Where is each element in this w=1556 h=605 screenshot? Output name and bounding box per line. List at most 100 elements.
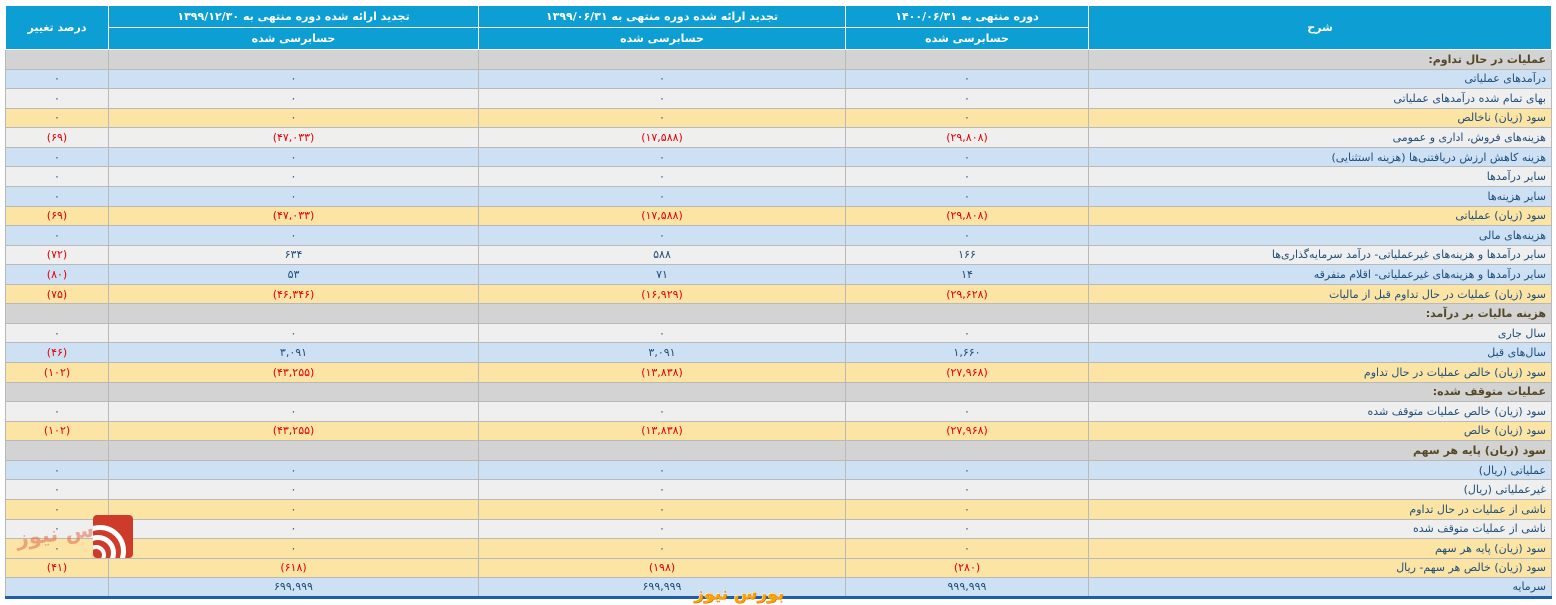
row-label: سایر درآمدها و هزینه‌های غیرعملیاتی- اقل… [1088,264,1552,285]
value-1400-06-31: ۱۴ [845,264,1089,285]
value-1399-06-31: (۱۹۸) [478,557,846,579]
value-1399-12-30 [108,49,479,70]
value-1400-06-31: ۰ [845,107,1089,129]
table-row: بهای تمام شده درآمدهای عملیاتی ۰ ۰ ۰ ۰ [5,88,1552,109]
value-1399-12-30: ۳,۰۹۱ [108,342,479,363]
value-1399-12-30 [108,303,479,324]
value-1399-06-31: ۰ [478,498,846,520]
row-label: سود (زیان) خالص عملیات متوقف شده [1088,401,1552,422]
value-percent-change: (۴۶) [5,342,109,363]
value-1399-06-31: (۱۶,۹۲۹) [478,283,846,305]
row-label: سود (زیان) خالص [1088,420,1552,442]
value-1399-12-30: ۰ [108,225,479,246]
value-percent-change: ۰ [5,107,109,129]
col-header-description: شرح [1088,5,1552,50]
value-1399-06-31: ۰ [478,146,846,168]
value-1399-12-30: ۶۹۹,۹۹۹ [108,577,479,598]
value-1399-06-31: ۰ [478,459,846,481]
value-1400-06-31: (۲۷,۹۶۸) [845,420,1089,442]
value-1399-12-30: ۰ [108,518,479,540]
value-1399-06-31: ۰ [478,107,846,129]
value-1399-12-30: ۰ [108,88,479,109]
value-1399-12-30: (۴۷,۰۳۳) [108,205,479,227]
value-percent-change: (۴۱) [5,557,109,579]
value-1399-06-31: ۰ [478,88,846,109]
col-header-period-1399-06-31: تجدید ارائه شده دوره منتهی به ۱۳۹۹/۰۶/۳۱ [478,5,846,28]
row-label: سال جاری [1088,322,1552,344]
table-row: سود (زیان) خالص عملیات متوقف شده ۰ ۰ ۰ ۰ [5,401,1552,422]
section-row: هزینه مالیات بر درآمد: [5,303,1552,324]
value-1400-06-31: ۰ [845,479,1089,500]
value-1399-12-30: ۰ [108,166,479,187]
value-1400-06-31: (۲۹,۸۰۸) [845,205,1089,227]
value-percent-change: ۰ [5,479,109,500]
row-label: سایر درآمدها و هزینه‌های غیرعملیاتی- درآ… [1088,244,1552,266]
value-1399-12-30: (۴۷,۰۳۳) [108,127,479,148]
value-1399-06-31: ۰ [478,68,846,90]
value-1400-06-31 [845,49,1089,70]
row-label: درآمدهای عملیاتی [1088,68,1552,90]
table-row: سایر درآمدها و هزینه‌های غیرعملیاتی- اقل… [5,264,1552,285]
value-1399-12-30: ۰ [108,498,479,520]
value-1400-06-31: ۰ [845,459,1089,481]
value-percent-change: (۸۰) [5,264,109,285]
table-row: سایر درآمدها و هزینه‌های غیرعملیاتی- درآ… [5,244,1552,266]
value-1399-06-31: ۰ [478,185,846,207]
col-subheader-audited-3: حسابرسی شده [108,27,479,50]
value-1399-06-31: ۰ [478,322,846,344]
value-percent-change: (۶۹) [5,205,109,227]
value-percent-change: ۰ [5,185,109,207]
section-label: عملیات در حال تداوم: [1088,49,1552,70]
value-1399-12-30: (۴۳,۲۵۵) [108,362,479,383]
table-row: سود (زیان) ناخالص ۰ ۰ ۰ ۰ [5,107,1552,129]
row-label: سود (زیان) خالص هر سهم- ریال [1088,557,1552,579]
value-percent-change [5,440,109,461]
table-row: سود (زیان) عملیات در حال تداوم قبل از ما… [5,283,1552,305]
value-1399-12-30: ۶۳۴ [108,244,479,266]
row-label: سود (زیان) خالص عملیات در حال تداوم [1088,362,1552,383]
table-row: سال جاری ۰ ۰ ۰ ۰ [5,322,1552,344]
value-1400-06-31: ۰ [845,185,1089,207]
value-percent-change: ۰ [5,459,109,481]
value-1400-06-31: ۰ [845,498,1089,520]
value-1399-06-31: (۱۷,۵۸۸) [478,205,846,227]
value-1399-12-30: (۴۳,۲۵۵) [108,420,479,442]
value-percent-change [5,577,109,598]
value-1400-06-31: (۲۸۰) [845,557,1089,579]
value-percent-change: (۶۹) [5,127,109,148]
table-row: سال‌های قبل ۱,۶۶۰ ۳,۰۹۱ ۳,۰۹۱ (۴۶) [5,342,1552,363]
row-label: عملیاتی (ریال) [1088,459,1552,481]
value-1400-06-31: (۲۹,۸۰۸) [845,127,1089,148]
row-label: سود (زیان) ناخالص [1088,107,1552,129]
value-1399-06-31: ۰ [478,166,846,187]
row-label: سایر درآمدها [1088,166,1552,187]
value-1399-12-30 [108,440,479,461]
table-row: سود (زیان) خالص عملیات در حال تداوم (۲۷,۹… [5,362,1552,383]
row-label: هزینه‌های فروش، اداری و عمومی [1088,127,1552,148]
value-1400-06-31: ۹۹۹,۹۹۹ [845,577,1089,598]
section-label: هزینه مالیات بر درآمد: [1088,303,1552,324]
value-1399-12-30: ۰ [108,322,479,344]
section-row: عملیات در حال تداوم: [5,49,1552,70]
value-percent-change: ۰ [5,68,109,90]
table-row: هزینه کاهش ارزش دریافتنی‌ها (هزینه استثن… [5,146,1552,168]
row-label: هزینه‌های مالی [1088,225,1552,246]
value-1399-06-31: (۱۳,۸۳۸) [478,362,846,383]
value-1399-12-30: ۰ [108,146,479,168]
section-label: عملیات متوقف شده: [1088,381,1552,403]
value-percent-change: ۰ [5,88,109,109]
bursnews-logo-icon [93,515,133,558]
row-label: سود (زیان) عملیاتی [1088,205,1552,227]
row-label: سایر هزینه‌ها [1088,185,1552,207]
row-label: سود (زیان) پایه هر سهم [1088,538,1552,559]
value-percent-change: (۱۰۲) [5,420,109,442]
value-1399-06-31 [478,303,846,324]
table-row: هزینه‌های مالی ۰ ۰ ۰ ۰ [5,225,1552,246]
table-row: سود (زیان) پایه هر سهم ۰ ۰ ۰ ۰ [5,538,1552,559]
row-label: ناشی از عملیات در حال تداوم [1088,498,1552,520]
value-1399-12-30: (۴۶,۳۴۶) [108,283,479,305]
value-percent-change: ۰ [5,498,109,520]
table-header: شرح دوره منتهی به ۱۴۰۰/۰۶/۳۱ تجدید ارائه… [5,5,1552,50]
col-subheader-audited-2: حسابرسی شده [478,27,846,50]
